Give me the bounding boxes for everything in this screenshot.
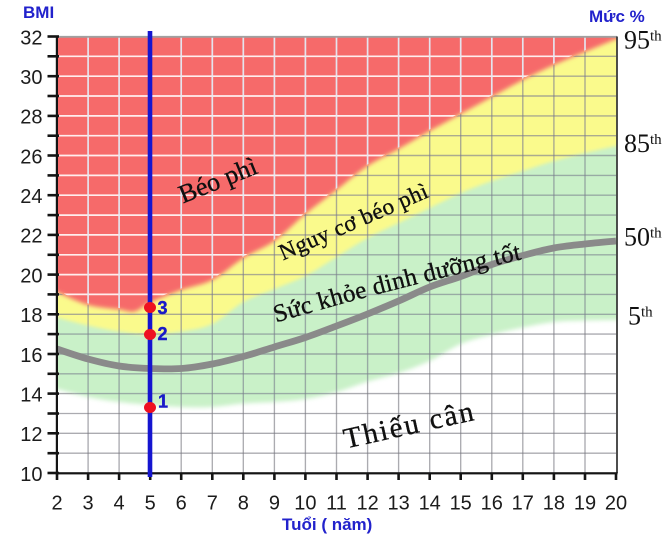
svg-text:14: 14 [20, 384, 42, 406]
svg-text:26: 26 [20, 146, 42, 168]
svg-text:50th: 50th [624, 223, 662, 252]
svg-text:32: 32 [20, 27, 42, 49]
svg-text:16: 16 [481, 493, 503, 515]
svg-text:24: 24 [20, 186, 42, 208]
svg-text:2: 2 [51, 493, 62, 515]
svg-text:Tuổi ( năm): Tuổi ( năm) [282, 515, 372, 534]
svg-text:18: 18 [20, 305, 42, 327]
svg-text:10: 10 [294, 493, 316, 515]
svg-text:85th: 85th [624, 129, 662, 158]
svg-text:5th: 5th [628, 302, 653, 331]
svg-text:8: 8 [238, 493, 249, 515]
svg-text:7: 7 [207, 493, 218, 515]
svg-text:Mức %: Mức % [589, 7, 645, 26]
svg-text:20: 20 [20, 265, 42, 287]
svg-text:11: 11 [326, 493, 347, 515]
svg-text:BMI: BMI [23, 3, 54, 22]
svg-text:10: 10 [20, 464, 42, 486]
svg-text:4: 4 [114, 493, 125, 515]
svg-text:19: 19 [574, 493, 596, 515]
svg-text:17: 17 [512, 493, 534, 515]
svg-text:12: 12 [356, 493, 378, 515]
svg-text:30: 30 [20, 67, 42, 89]
svg-text:9: 9 [269, 493, 280, 515]
svg-text:18: 18 [543, 493, 565, 515]
svg-text:1: 1 [158, 392, 168, 412]
svg-text:15: 15 [450, 493, 472, 515]
svg-text:2: 2 [158, 324, 168, 344]
svg-text:28: 28 [20, 107, 42, 129]
svg-text:5: 5 [145, 493, 156, 515]
svg-text:12: 12 [20, 424, 42, 446]
svg-text:20: 20 [605, 493, 627, 515]
svg-text:3: 3 [158, 298, 168, 318]
svg-text:6: 6 [176, 493, 187, 515]
svg-text:22: 22 [20, 226, 42, 248]
svg-text:14: 14 [419, 493, 441, 515]
svg-text:16: 16 [20, 345, 42, 367]
svg-text:3: 3 [83, 493, 94, 515]
svg-text:95th: 95th [624, 26, 662, 55]
svg-text:13: 13 [387, 493, 409, 515]
